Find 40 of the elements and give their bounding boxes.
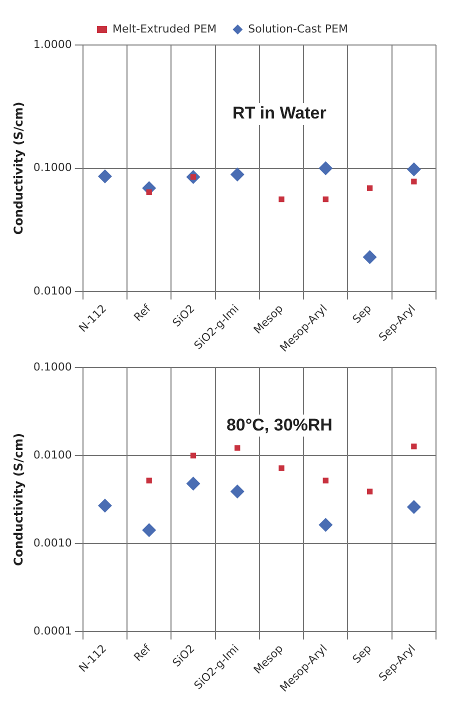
y-tick-label: 0.0010	[33, 536, 72, 550]
x-tick-label: Ref	[131, 641, 154, 664]
y-axis-title: Conductivity (S/cm)	[11, 102, 26, 235]
legend-label: Melt-Extruded PEM	[112, 22, 217, 36]
x-tick-label: Sep	[350, 302, 374, 326]
point	[234, 445, 240, 451]
y-tick-label: 0.0001	[33, 624, 72, 638]
point	[411, 178, 417, 184]
y-tick-label: 1.0000	[33, 38, 72, 51]
annotation: 80°C, 30%RH	[226, 415, 332, 434]
point	[366, 488, 373, 494]
y-tick-label: 0.0100	[33, 284, 72, 298]
y-axis-title: Conductivity (S/cm)	[11, 433, 26, 566]
point	[318, 161, 333, 176]
x-tick-label: Sep	[350, 642, 374, 666]
annotation: RT in Water	[232, 104, 327, 123]
point	[406, 162, 421, 176]
y-tick-label: 0.0100	[33, 448, 72, 462]
y-tick-label: 0.1000	[33, 360, 72, 374]
point	[366, 185, 373, 191]
point	[278, 196, 284, 202]
point	[98, 498, 112, 513]
x-tick-label: Ref	[131, 301, 154, 324]
point	[230, 167, 244, 182]
legend-label: Solution-Cast PEM	[248, 22, 348, 36]
point	[146, 478, 152, 484]
point	[190, 452, 196, 458]
point	[98, 169, 112, 184]
y-tick-label: 0.1000	[33, 161, 72, 174]
point	[186, 476, 200, 491]
point	[146, 189, 152, 195]
point	[142, 523, 156, 538]
point	[411, 444, 417, 450]
point	[322, 196, 328, 202]
point	[406, 500, 421, 514]
point	[230, 484, 244, 499]
point	[322, 478, 328, 484]
point	[362, 250, 377, 264]
point	[278, 465, 284, 471]
point	[318, 518, 333, 532]
